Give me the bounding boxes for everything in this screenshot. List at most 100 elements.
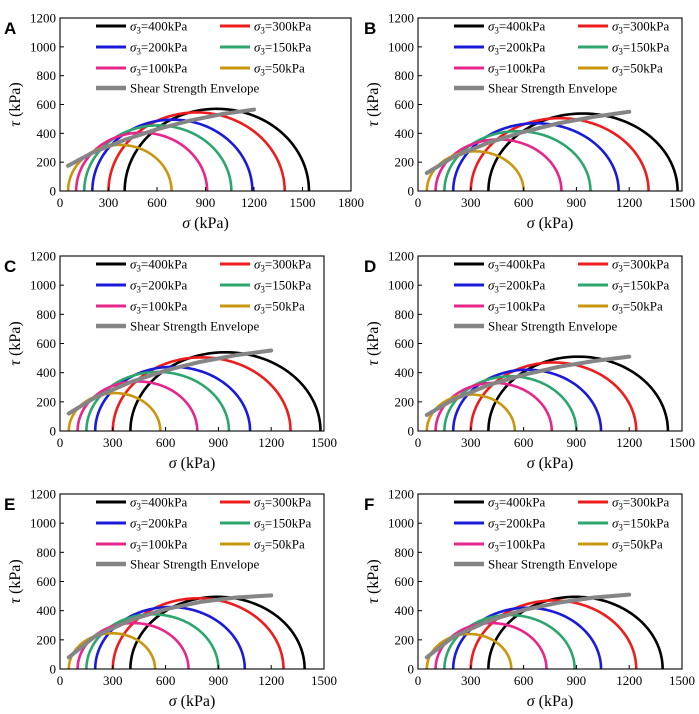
legend-label: σ3=50kPa: [254, 299, 305, 316]
y-tick-label: 400: [37, 603, 57, 618]
shear-strength-envelope: [424, 109, 632, 175]
chart-panel-e: E 0 300 600 900 1200 1500 0 200 400 600 800 1000 1200…: [4, 487, 337, 711]
y-tick-label: 200: [395, 155, 415, 170]
y-tick-label: 400: [37, 126, 57, 141]
legend-label: Shear Strength Envelope: [130, 81, 259, 96]
legend-item: σ3=400kPa: [96, 257, 187, 274]
y-tick-label: 0: [50, 662, 57, 677]
mohr-circle-200kpa: [91, 118, 254, 191]
mohr-circle-300kpa: [111, 596, 285, 669]
mohr-circle-400kpa: [129, 595, 306, 669]
y-tick-label: 600: [37, 574, 57, 589]
y-axis-title: τ (kPa): [365, 82, 382, 126]
legend-item: σ3=400kPa: [454, 19, 545, 36]
legend-item: σ3=400kPa: [454, 257, 545, 274]
legend-item: σ3=50kPa: [220, 537, 305, 554]
legend-label: σ3=100kPa: [488, 299, 545, 316]
legend-item: σ3=150kPa: [578, 40, 669, 57]
y-tick-label: 1000: [30, 278, 56, 293]
y-tick-label: 600: [37, 97, 57, 112]
shear-strength-envelope: [424, 354, 632, 417]
legend-label: σ3=200kPa: [130, 40, 187, 57]
x-tick-label: 300: [461, 195, 481, 210]
y-tick-label: 1200: [388, 249, 414, 264]
x-tick-label: 0: [415, 435, 422, 450]
x-tick-label: 900: [567, 435, 587, 450]
mohr-circle-400kpa: [487, 595, 664, 669]
legend-label: σ3=150kPa: [612, 40, 669, 57]
legend-item: σ3=200kPa: [454, 516, 545, 533]
legend-label: σ3=100kPa: [130, 537, 187, 554]
y-axis-title: τ (kPa): [365, 321, 382, 365]
legend-item: σ3=100kPa: [96, 61, 187, 78]
legend-item: σ3=100kPa: [96, 537, 187, 554]
mohr-circle-300kpa: [469, 116, 650, 191]
legend-item: Shear Strength Envelope: [96, 557, 259, 572]
mohr-circle-300kpa: [111, 356, 292, 431]
plot-area: [66, 593, 306, 669]
shear-strength-envelope: [66, 348, 274, 416]
legend-label: σ3=300kPa: [612, 19, 669, 36]
legend: σ3=400kPa σ3=300kPa σ3=200kPa σ3=150kPa σ3=1…: [454, 19, 669, 96]
legend-item: σ3=200kPa: [96, 516, 187, 533]
x-tick-label: 1200: [258, 673, 284, 688]
legend-label: σ3=50kPa: [612, 61, 663, 78]
y-tick-label: 1200: [388, 11, 414, 26]
x-tick-label: 1500: [669, 195, 695, 210]
legend: σ3=400kPa σ3=300kPa σ3=200kPa σ3=150kPa σ3=1…: [96, 257, 311, 334]
legend-item: Shear Strength Envelope: [454, 557, 617, 572]
legend-item: σ3=50kPa: [578, 299, 663, 316]
panel-letter: C: [4, 257, 16, 276]
x-tick-label: 1200: [241, 195, 267, 210]
legend-item: σ3=200kPa: [96, 40, 187, 57]
mohr-circle-100kpa: [76, 621, 190, 669]
x-tick-label: 300: [99, 195, 119, 210]
legend-item: σ3=300kPa: [578, 19, 669, 36]
y-tick-label: 400: [395, 603, 415, 618]
panel-letter: A: [4, 19, 16, 38]
x-tick-label: 900: [209, 435, 229, 450]
x-tick-label: 600: [514, 435, 534, 450]
legend-item: Shear Strength Envelope: [96, 319, 259, 334]
legend-label: σ3=200kPa: [488, 516, 545, 533]
y-tick-label: 0: [408, 662, 415, 677]
mohr-circle-400kpa: [123, 107, 311, 191]
y-tick-label: 800: [37, 307, 57, 322]
legend: σ3=400kPa σ3=300kPa σ3=200kPa σ3=150kPa σ3=1…: [454, 495, 669, 572]
panel-letter: E: [4, 495, 15, 514]
mohr-circle-100kpa: [434, 621, 548, 669]
legend-label: σ3=150kPa: [254, 40, 311, 57]
legend-item: σ3=150kPa: [220, 516, 311, 533]
legend-label: Shear Strength Envelope: [488, 81, 617, 96]
legend-label: σ3=300kPa: [612, 495, 669, 512]
y-tick-label: 200: [395, 632, 415, 647]
y-tick-label: 800: [395, 307, 415, 322]
x-tick-label: 1500: [311, 673, 337, 688]
y-tick-label: 1000: [30, 516, 56, 531]
plot-area: [424, 354, 670, 431]
legend-item: σ3=200kPa: [454, 278, 545, 295]
legend-item: σ3=100kPa: [96, 299, 187, 316]
plot-area: [424, 109, 679, 191]
x-tick-label: 300: [461, 435, 481, 450]
legend-label: σ3=150kPa: [254, 516, 311, 533]
legend-label: σ3=200kPa: [488, 40, 545, 57]
y-tick-label: 400: [395, 365, 415, 380]
x-tick-label: 1200: [258, 435, 284, 450]
x-axis-title: σ (kPa): [527, 215, 574, 232]
legend: σ3=400kPa σ3=300kPa σ3=200kPa σ3=150kPa σ3=1…: [454, 257, 669, 334]
y-tick-label: 600: [395, 574, 415, 589]
y-tick-label: 1200: [30, 249, 56, 264]
legend-label: Shear Strength Envelope: [130, 319, 259, 334]
mohr-circle-50kpa: [66, 143, 173, 191]
mohr-circle-200kpa: [451, 121, 620, 191]
y-tick-label: 800: [37, 545, 57, 560]
x-tick-label: 0: [57, 673, 64, 688]
chart-panel-f: F 0 300 600 900 1200 1500 0 200 400 600 800 1000 1200…: [364, 487, 695, 711]
x-tick-label: 1500: [290, 195, 316, 210]
x-tick-label: 900: [567, 673, 587, 688]
legend-label: σ3=50kPa: [254, 537, 305, 554]
x-tick-label: 1500: [311, 435, 337, 450]
legend-item: σ3=400kPa: [96, 495, 187, 512]
